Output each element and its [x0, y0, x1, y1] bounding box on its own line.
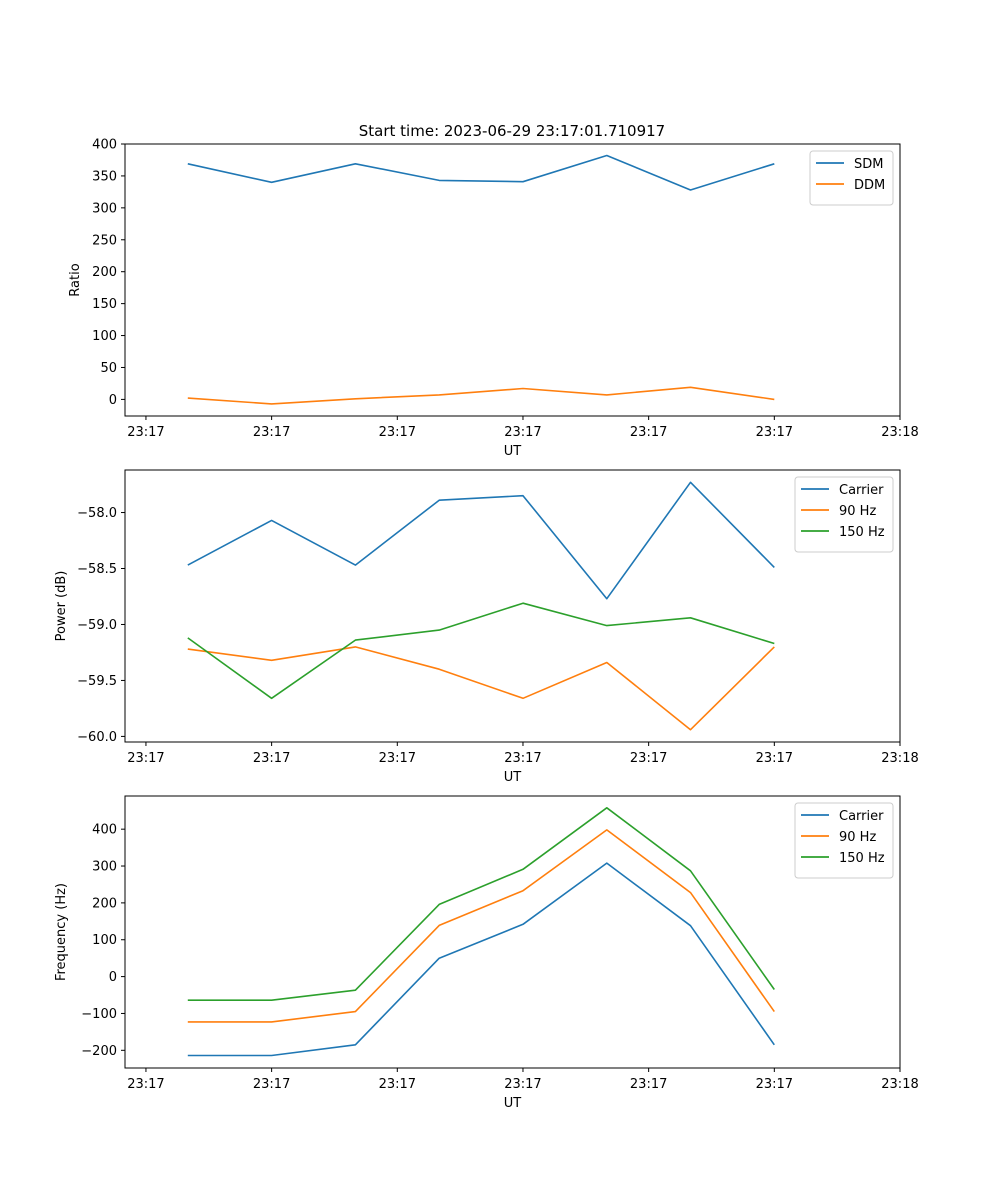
x-tick-label: 23:18 — [881, 751, 918, 766]
y-tick-label: 250 — [92, 233, 117, 248]
x-tick-label: 23:17 — [630, 425, 667, 440]
y-tick-label: −58.5 — [77, 562, 117, 577]
x-tick-label: 23:17 — [379, 751, 416, 766]
y-tick-label: −59.5 — [77, 674, 117, 689]
x-tick-label: 23:18 — [881, 425, 918, 440]
axes-frame — [124, 469, 901, 743]
x-tick-label: 23:17 — [379, 425, 416, 440]
y-tick-label: 0 — [109, 970, 117, 985]
legend: Carrier 90 Hz 150 Hz — [794, 802, 894, 879]
x-tick-label: 23:17 — [253, 425, 290, 440]
y-tick-label: 200 — [92, 265, 117, 280]
legend-label: SDM — [854, 157, 883, 172]
y-tick-label: 100 — [92, 933, 117, 948]
x-tick-label: 23:17 — [127, 425, 164, 440]
series-line-carrier — [187, 481, 775, 600]
y-tick-label: −200 — [81, 1044, 117, 1059]
y-tick-label: 400 — [92, 138, 117, 153]
panel-1: 23:17 23:17 23:17 23:17 23:17 23:17 23:18 0 50 10… — [68, 138, 919, 460]
x-tick-label: 23:17 — [630, 751, 667, 766]
x-tick-label: 23:17 — [504, 425, 541, 440]
legend-label: 90 Hz — [839, 830, 876, 845]
y-tick-label: 300 — [92, 201, 117, 216]
y-axis-label: Power (dB) — [54, 571, 69, 642]
y-tick-label: 200 — [92, 896, 117, 911]
figure-title: Start time: 2023-06-29 23:17:01.710917 — [359, 122, 665, 140]
x-tick-label: 23:17 — [756, 1077, 793, 1092]
legend-label: 150 Hz — [839, 525, 885, 540]
panel-2: 23:17 23:17 23:17 23:17 23:17 23:17 23:18 −60.0… — [54, 469, 919, 785]
axes-frame — [124, 143, 901, 417]
series-line-150-hz — [187, 806, 775, 1002]
series-line-sdm — [187, 154, 775, 191]
legend: Carrier 90 Hz 150 Hz — [794, 476, 894, 553]
legend-label: DDM — [854, 178, 885, 193]
legend-box — [794, 476, 894, 553]
y-axis-label: Ratio — [68, 263, 83, 296]
y-tick-label: 300 — [92, 860, 117, 875]
legend-label: 90 Hz — [839, 504, 876, 519]
legend-label: Carrier — [839, 809, 884, 824]
y-tick-label: 100 — [92, 329, 117, 344]
legend-label: Carrier — [839, 483, 884, 498]
legend: SDM DDM — [809, 150, 894, 206]
y-tick-label: 350 — [92, 169, 117, 184]
series-line-90-hz — [187, 646, 775, 731]
y-tick-label: 50 — [100, 361, 117, 376]
series-line-carrier — [187, 862, 775, 1057]
series-line-ddm — [187, 386, 775, 405]
x-axis-label: UT — [504, 770, 522, 785]
x-axis-label: UT — [504, 444, 522, 459]
series-line-90-hz — [187, 829, 775, 1023]
x-tick-label: 23:18 — [881, 1077, 918, 1092]
series-line-150-hz — [187, 602, 775, 700]
x-tick-label: 23:17 — [504, 1077, 541, 1092]
x-tick-label: 23:17 — [630, 1077, 667, 1092]
y-tick-label: 400 — [92, 823, 117, 838]
x-tick-label: 23:17 — [504, 751, 541, 766]
panel-3: 23:17 23:17 23:17 23:17 23:17 23:17 23:18 −200 −… — [54, 795, 919, 1111]
x-tick-label: 23:17 — [127, 751, 164, 766]
y-tick-label: −58.0 — [77, 506, 117, 521]
legend-box — [794, 802, 894, 879]
x-tick-label: 23:17 — [379, 1077, 416, 1092]
x-axis-label: UT — [504, 1096, 522, 1111]
y-tick-label: −59.0 — [77, 618, 117, 633]
x-tick-label: 23:17 — [127, 1077, 164, 1092]
axes-frame — [124, 795, 901, 1069]
y-tick-label: 0 — [109, 393, 117, 408]
legend-box — [809, 150, 894, 206]
y-tick-label: 150 — [92, 297, 117, 312]
x-tick-label: 23:17 — [253, 1077, 290, 1092]
x-tick-label: 23:17 — [253, 751, 290, 766]
y-tick-label: −60.0 — [77, 730, 117, 745]
y-tick-label: −100 — [81, 1007, 117, 1022]
legend-label: 150 Hz — [839, 851, 885, 866]
x-tick-label: 23:17 — [756, 751, 793, 766]
x-tick-label: 23:17 — [756, 425, 793, 440]
y-axis-label: Frequency (Hz) — [54, 883, 69, 981]
